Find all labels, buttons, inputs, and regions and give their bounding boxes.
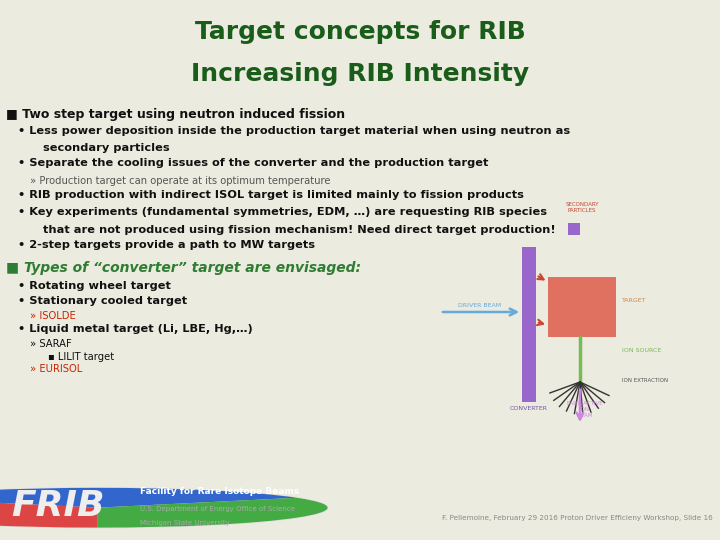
Text: » SARAF: » SARAF: [30, 340, 72, 349]
Text: » ISOLDE: » ISOLDE: [30, 312, 76, 321]
Wedge shape: [97, 498, 328, 528]
Text: secondary particles: secondary particles: [35, 144, 170, 153]
Text: DRIVER BEAM: DRIVER BEAM: [459, 303, 502, 308]
Bar: [522, 247, 536, 402]
Text: Facility for Rare Isotope Beams: Facility for Rare Isotope Beams: [140, 487, 300, 496]
Text: that are not produced using fission mechanism! Need direct target production!: that are not produced using fission mech…: [35, 225, 556, 235]
Text: • Less power deposition inside the production target material when using neutron: • Less power deposition inside the produ…: [18, 126, 570, 136]
Text: TARGET: TARGET: [622, 298, 647, 302]
Text: • Key experiments (fundamental symmetries, EDM, …) are requesting RIB species: • Key experiments (fundamental symmetrie…: [18, 207, 547, 218]
Text: Target concepts for RIB: Target concepts for RIB: [194, 20, 526, 44]
Text: • RIB production with indirect ISOL target is limited mainly to fission products: • RIB production with indirect ISOL targ…: [18, 190, 524, 200]
Text: ION EXTRACTION: ION EXTRACTION: [622, 377, 668, 382]
Text: ION SOURCE: ION SOURCE: [622, 348, 661, 353]
Text: • 2-step targets provide a path to MW targets: • 2-step targets provide a path to MW ta…: [18, 240, 315, 250]
Text: RADIOACTIVE
ION
BEAM: RADIOACTIVE ION BEAM: [567, 401, 603, 418]
Wedge shape: [0, 488, 297, 508]
Text: • Separate the cooling issues of the converter and the production target: • Separate the cooling issues of the con…: [18, 158, 488, 168]
Text: Increasing RIB Intensity: Increasing RIB Intensity: [191, 62, 529, 86]
Text: CONVERTER: CONVERTER: [510, 406, 548, 411]
Text: ▪ LILIT target: ▪ LILIT target: [48, 353, 114, 362]
Text: F. Pellemoine, February 29 2016 Proton Driver Efficieny Workshop, Slide 16: F. Pellemoine, February 29 2016 Proton D…: [442, 515, 713, 521]
Text: Michigan State University: Michigan State University: [140, 519, 230, 525]
Text: SECONDARY
PARTICLES: SECONDARY PARTICLES: [565, 202, 599, 213]
Text: • Stationary cooled target: • Stationary cooled target: [18, 296, 187, 306]
Text: » EURISOL: » EURISOL: [30, 364, 82, 374]
Text: » Production target can operate at its optimum temperature: » Production target can operate at its o…: [30, 176, 330, 186]
Wedge shape: [0, 498, 97, 528]
Text: • Rotating wheel target: • Rotating wheel target: [18, 281, 171, 292]
Bar: [548, 277, 616, 337]
Text: FRIB: FRIB: [11, 489, 104, 523]
Circle shape: [0, 488, 328, 528]
Text: • Liquid metal target (Li, LBE, Hg,…): • Liquid metal target (Li, LBE, Hg,…): [18, 325, 253, 334]
Bar: [568, 223, 580, 235]
Text: U.S. Department of Energy Office of Science: U.S. Department of Energy Office of Scie…: [140, 506, 295, 512]
Text: ■ Two step target using neutron induced fission: ■ Two step target using neutron induced …: [6, 108, 345, 121]
Text: ■ Types of “converter” target are envisaged:: ■ Types of “converter” target are envisa…: [6, 261, 361, 275]
